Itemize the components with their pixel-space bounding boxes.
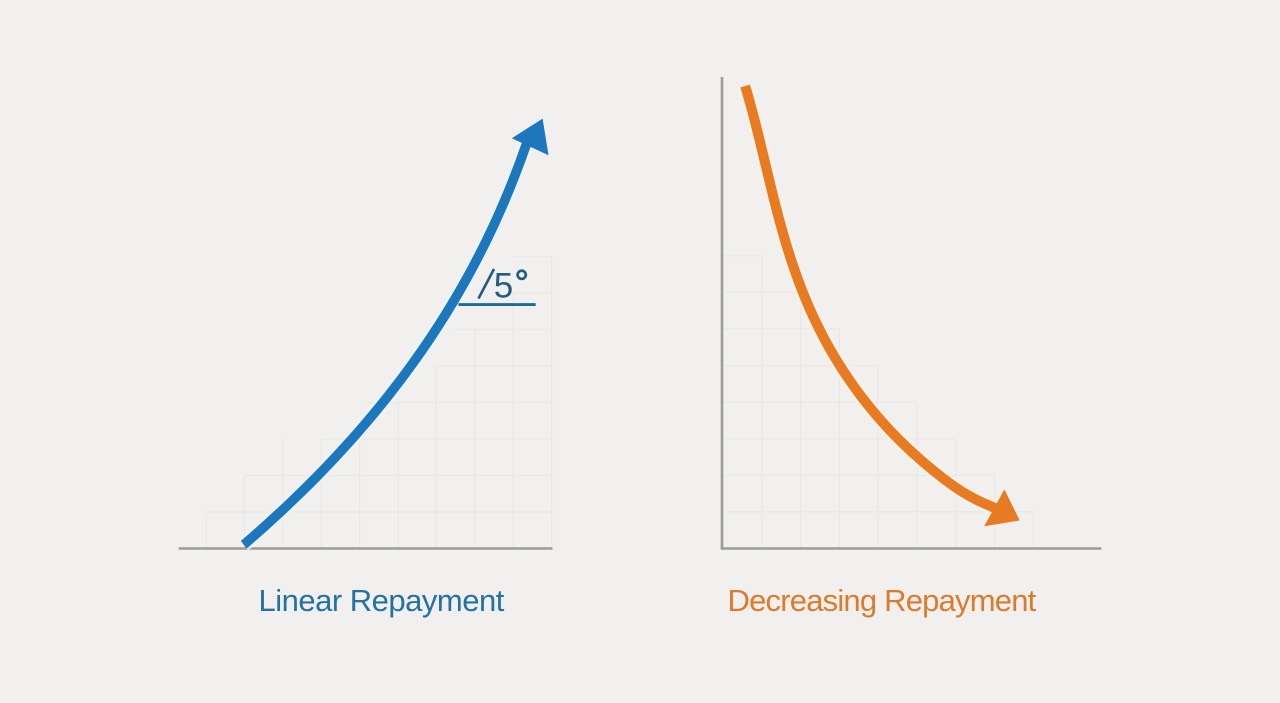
svg-text:Linear Repayment: Linear Repayment xyxy=(259,583,505,618)
svg-text:Decreasing Repayment: Decreasing Repayment xyxy=(728,583,1037,618)
svg-text:5: 5 xyxy=(494,267,513,306)
